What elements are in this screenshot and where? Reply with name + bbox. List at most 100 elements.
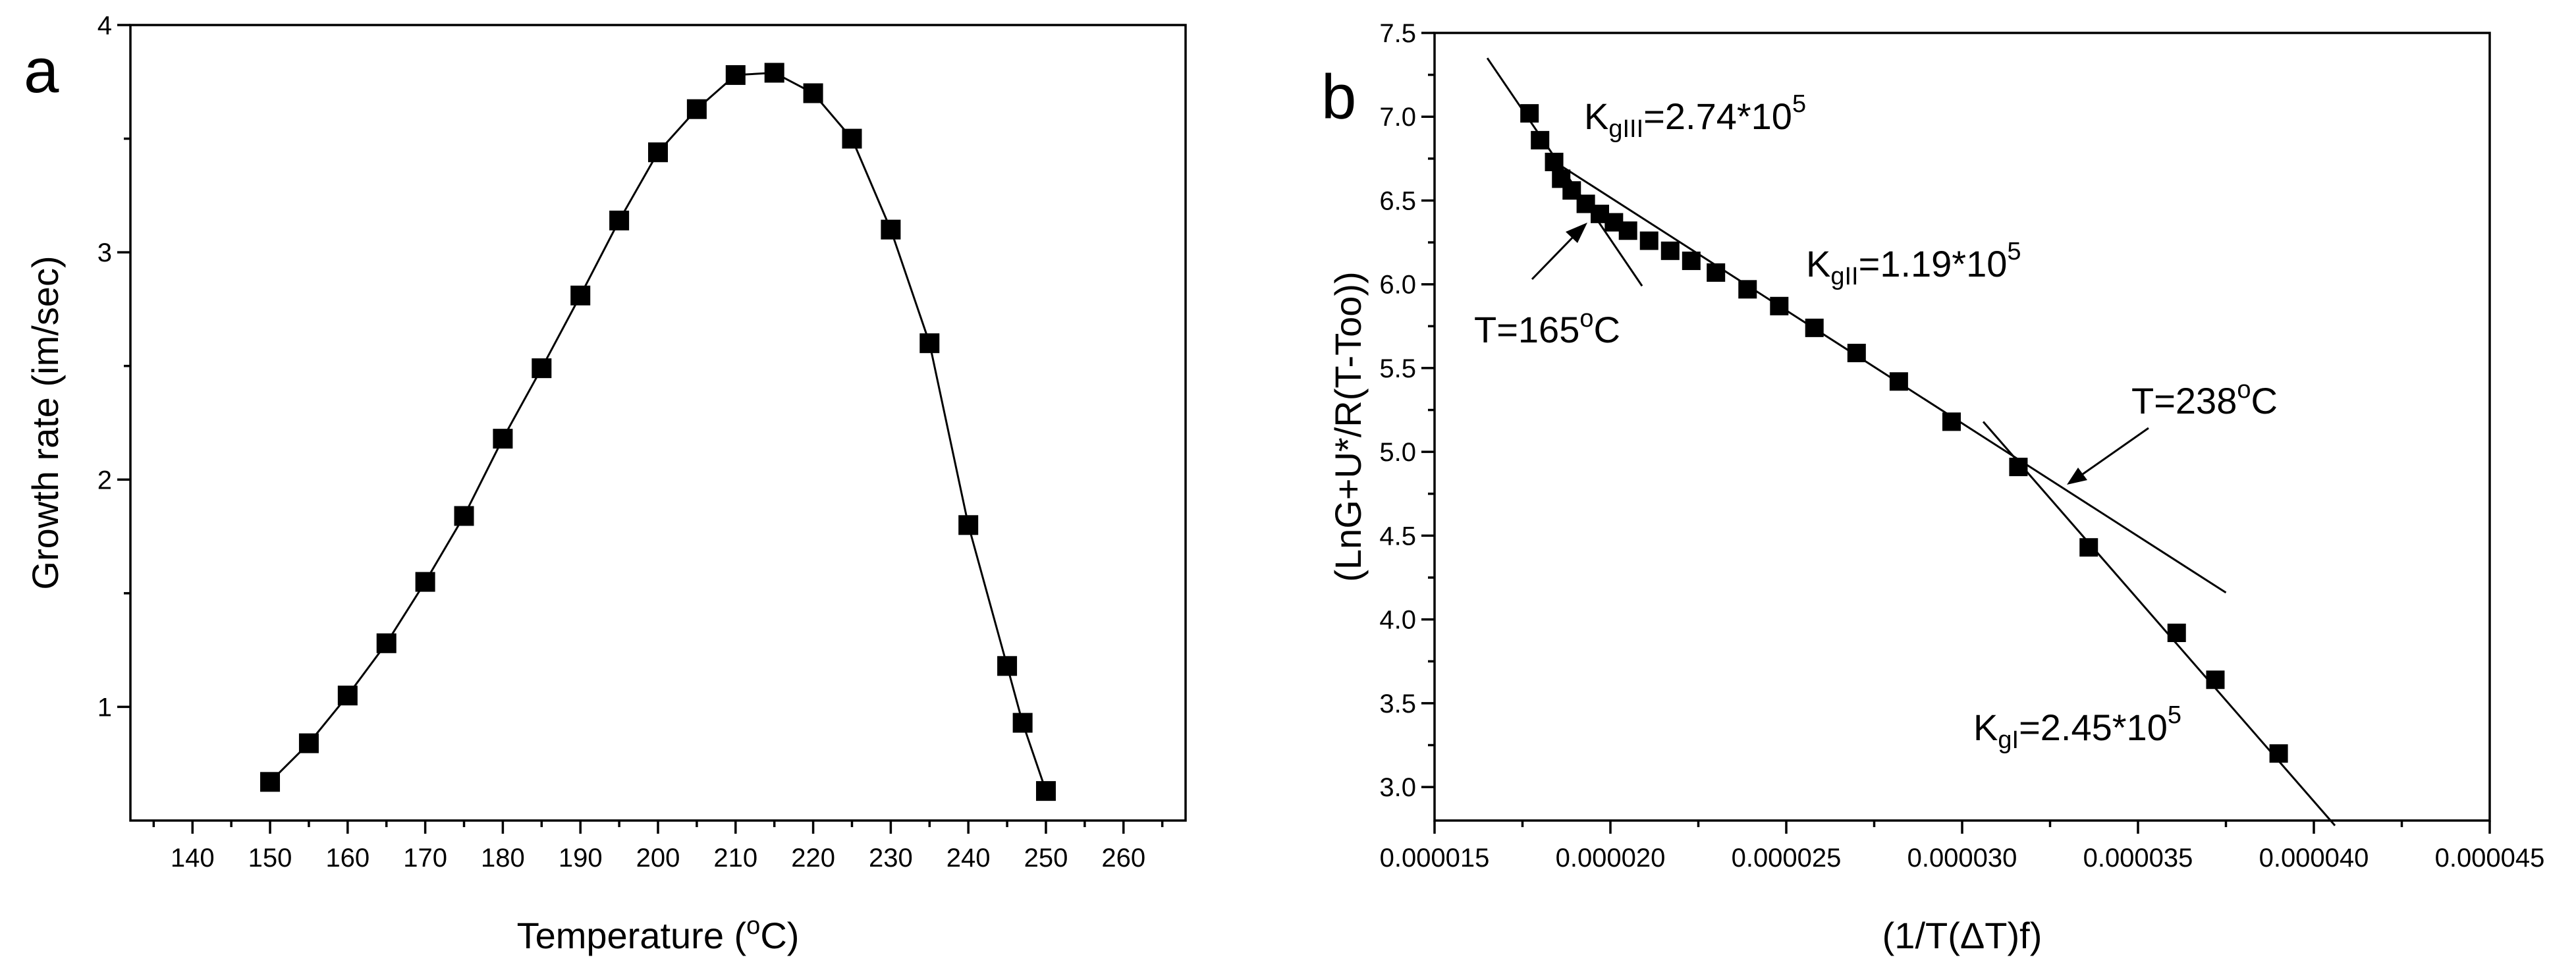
panel-b-data-point: [1520, 104, 1539, 123]
panel-a-y-tick-label: 4: [97, 11, 112, 40]
panel-b: b 3.0 3.5 4.0 4.5 5.0 5.5 6.0 6.5 7.0 7.5 0.00001…: [1321, 19, 2544, 956]
panel-b-y-axis-title: (LnG+U*/R(T-Too)): [1327, 271, 1369, 581]
panel-b-data-point: [2079, 538, 2098, 557]
annotation-t-165: T=165oC: [1474, 305, 1620, 350]
annotation-kg-ii: KgII=1.19*105: [1806, 238, 2021, 290]
panel-b-x-tick-label: 0.000040: [2259, 844, 2369, 873]
t238-suffix: C: [2251, 380, 2277, 421]
panel-a-x-axis-title: Temperature (oC): [517, 912, 800, 956]
panel-b-x-axis-title: (1/T(ΔT)f): [1882, 915, 2042, 956]
panel-a-letter: a: [24, 36, 59, 106]
panel-a-x-tick-label: 180: [481, 844, 525, 873]
panel-a-data-point: [764, 63, 784, 83]
panel-a-x-title-prefix: Temperature (: [517, 915, 747, 956]
panel-b-fit-line: [1982, 421, 2336, 826]
panel-b-y-tick-label: 7.0: [1379, 103, 1416, 132]
panel-b-y-tick-label: 4.5: [1379, 522, 1416, 551]
annotation-kg-i: KgI=2.45*105: [1973, 701, 2181, 754]
panel-b-data-point: [1738, 280, 1757, 299]
panel-a-x-tick-label: 210: [713, 844, 757, 873]
panel-a-x-tick-label: 140: [171, 844, 215, 873]
arrow-t-238: [2082, 427, 2149, 475]
panel-b-data-point: [1639, 231, 1658, 250]
arrow-t-165: [1531, 233, 1577, 281]
panel-b-y-tick-label: 6.0: [1379, 271, 1416, 300]
panel-a-data-point: [919, 333, 940, 354]
panel-a-data-point: [686, 99, 707, 119]
kg-ii-sub: gII: [1830, 263, 1858, 290]
panel-a-data-point: [1012, 713, 1033, 733]
panel-a-data-point: [842, 128, 862, 149]
panel-a-data-point: [532, 358, 552, 379]
kg-i-sub: gI: [1998, 726, 2019, 754]
panel-b-fit-lines: [1486, 57, 2336, 826]
panel-a-x-tick-label: 170: [403, 844, 447, 873]
panel-b-points: [1520, 104, 2288, 763]
panel-b-y-ticks: 3.0 3.5 4.0 4.5 5.0 5.5 6.0 6.5 7.0 7.5: [1379, 19, 1435, 802]
panel-a: a 1 2 3 4 140 150 160 170 180 190 200 210 220 230 240…: [24, 11, 1187, 956]
panel-a-data-point: [958, 515, 979, 535]
panel-b-y-tick-label: 4.0: [1379, 606, 1416, 635]
panel-b-data-point: [1660, 241, 1680, 260]
panel-b-data-point: [1847, 344, 1866, 363]
panel-b-x-tick-label: 0.000015: [1380, 844, 1490, 873]
t165-suffix: C: [1593, 309, 1620, 350]
annotation-kg-iii: KgIII=2.74*105: [1584, 90, 1806, 143]
t165-prefix: T=165: [1474, 309, 1579, 350]
panel-b-y-tick-label: 3.0: [1379, 773, 1416, 802]
panel-a-x-tick-label: 150: [248, 844, 292, 873]
panel-a-x-tick-label: 220: [791, 844, 835, 873]
t165-sup: o: [1579, 305, 1593, 333]
panel-b-x-tick-label: 0.000030: [1907, 844, 2017, 873]
panel-a-x-tick-label: 190: [559, 844, 603, 873]
panel-a-series-line: [269, 71, 1047, 792]
panel-b-data-point: [1770, 296, 1789, 315]
panel-b-y-tick-label: 5.5: [1379, 354, 1416, 383]
panel-a-x-tick-label: 160: [325, 844, 370, 873]
panel-b-x-title-prefix: (1/T(: [1882, 915, 1961, 956]
panel-a-data-point: [337, 686, 358, 706]
panel-b-x-tick-label: 0.000025: [1732, 844, 1842, 873]
panel-a-data-point: [260, 772, 281, 792]
panel-b-data-point: [1545, 152, 1564, 171]
panel-b-data-point: [2269, 744, 2288, 763]
panel-a-y-tick-label: 3: [97, 238, 112, 267]
panel-a-y-axis-title: Growth rate (im/sec): [24, 256, 66, 589]
panel-a-x-tick-label: 240: [946, 844, 991, 873]
panel-a-x-title-suffix: C): [760, 915, 799, 956]
panel-b-data-point: [2167, 623, 2186, 642]
panel-a-data-point: [997, 656, 1018, 676]
panel-a-data-point: [376, 633, 397, 653]
kg-i-sup: 5: [2168, 701, 2181, 729]
panel-b-plot-frame: [1433, 32, 2491, 822]
panel-b-x-ticks: 0.000015 0.000020 0.000025 0.000030 0.000035…: [1380, 821, 2544, 873]
panel-a-data-point: [881, 219, 901, 240]
panel-a-data-point: [570, 285, 591, 306]
panel-a-points: [260, 63, 1056, 801]
panel-a-data-point: [415, 572, 435, 592]
panel-a-data-point: [725, 65, 746, 85]
kg-i-mid: =2.45*10: [2019, 707, 2168, 748]
kg-i-base: K: [1973, 707, 1998, 748]
panel-b-fit-line: [1547, 156, 2227, 594]
kg-ii-mid: =1.19*10: [1859, 243, 2008, 284]
panel-a-data-point: [1035, 781, 1056, 801]
panel-b-data-point: [1889, 372, 1908, 391]
panel-a-x-tick-label: 250: [1024, 844, 1068, 873]
panel-b-data-point: [2206, 670, 2225, 689]
panel-b-data-point: [1707, 263, 1726, 282]
kg-iii-mid: =2.74*10: [1643, 95, 1792, 137]
panel-a-data-point: [298, 733, 319, 753]
panel-a-data-point: [493, 429, 513, 449]
panel-b-x-tick-label: 0.000035: [2083, 844, 2193, 873]
arrow-t-238-head: [2067, 468, 2087, 485]
panel-b-x-title-suffix: T)f): [1985, 915, 2042, 956]
panel-b-data-point: [2009, 458, 2028, 477]
panel-b-y-tick-label: 3.5: [1379, 689, 1416, 718]
panel-a-y-ticks: 1 2 3 4: [97, 11, 130, 722]
panel-b-data-point: [1942, 412, 1961, 431]
panel-a-data-point: [609, 210, 630, 230]
panel-a-y-tick-label: 2: [97, 466, 112, 495]
t238-prefix: T=238: [2131, 380, 2237, 421]
